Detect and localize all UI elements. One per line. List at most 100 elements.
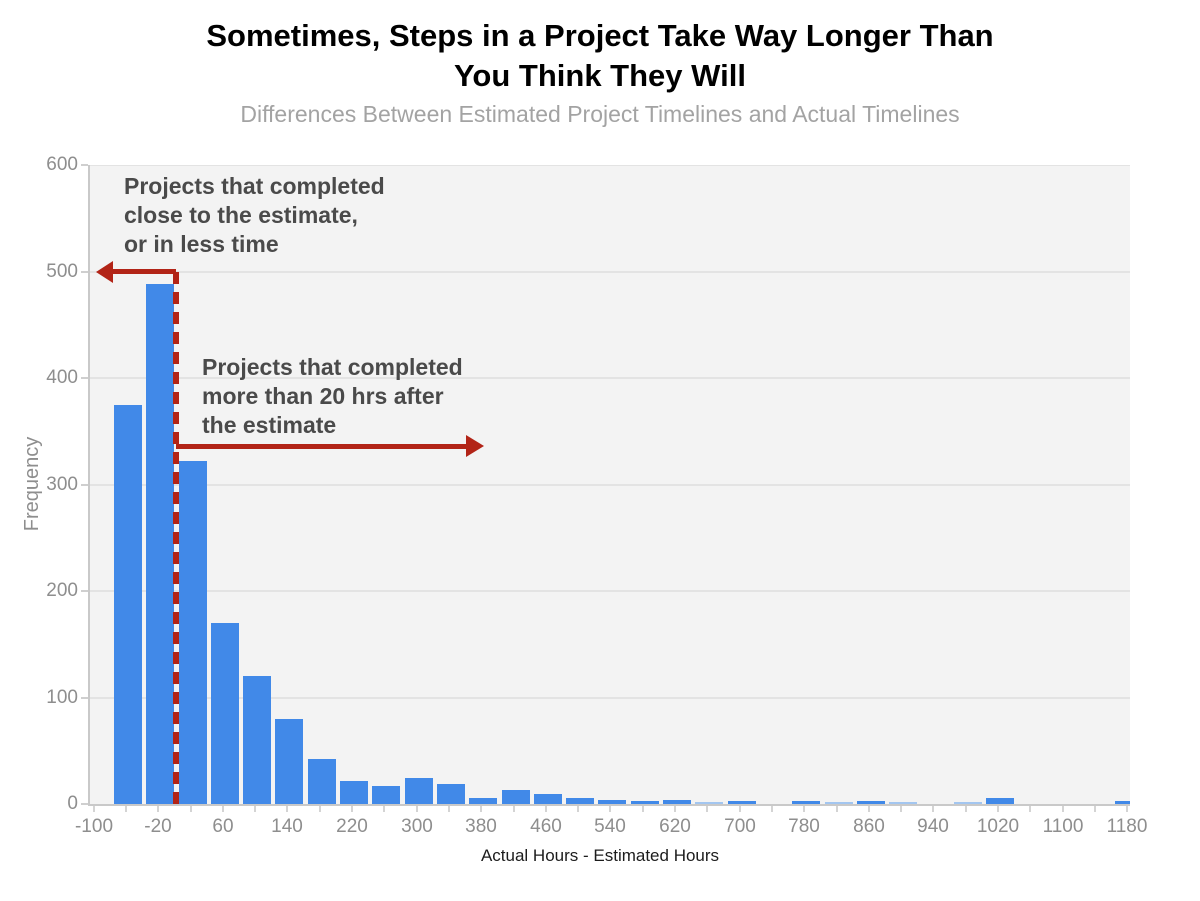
x-tick-mark — [416, 806, 418, 812]
right-arrow-head-icon — [466, 435, 484, 457]
x-tick-mark — [448, 806, 450, 812]
chart-title-line2: You Think They Will — [454, 58, 746, 93]
y-tick-mark — [81, 803, 88, 805]
y-tick-label: 300 — [46, 474, 78, 495]
x-tick-label: 700 — [724, 816, 756, 837]
estimate-threshold-dashed-line — [173, 272, 179, 804]
x-tick-label: 460 — [530, 816, 562, 837]
x-tick-mark — [642, 806, 644, 812]
y-tick-label: 0 — [67, 793, 78, 814]
gridline — [90, 377, 1130, 379]
y-tick-mark — [81, 164, 88, 166]
annotation-close-to-estimate: Projects that completed close to the est… — [124, 172, 385, 259]
histogram-bar — [308, 759, 336, 804]
x-tick-label: 620 — [659, 816, 691, 837]
x-tick-label: 1020 — [976, 816, 1020, 837]
x-tick-mark — [739, 806, 741, 812]
y-tick-mark — [81, 377, 88, 379]
x-tick-mark — [965, 806, 967, 812]
x-tick-mark — [254, 806, 256, 812]
histogram-bar — [534, 794, 562, 804]
histogram-bar — [792, 801, 820, 804]
x-tick-label: 60 — [212, 816, 234, 837]
histogram-bar — [695, 802, 723, 804]
x-tick-mark — [1029, 806, 1031, 812]
plot-area — [88, 165, 1130, 806]
x-tick-label: 940 — [917, 816, 949, 837]
gridline — [90, 165, 1130, 166]
annotation-line: or in less time — [124, 231, 279, 257]
x-tick-mark — [286, 806, 288, 812]
y-tick-mark — [81, 484, 88, 486]
histogram-bar — [340, 781, 368, 804]
histogram-bar — [211, 623, 239, 804]
gridline — [90, 590, 1130, 592]
x-tick-mark — [93, 806, 95, 812]
x-tick-label: 380 — [465, 816, 497, 837]
histogram-bar — [405, 778, 433, 804]
gridline — [90, 270, 1130, 273]
y-tick-label: 500 — [46, 261, 78, 282]
chart-subtitle: Differences Between Estimated Project Ti… — [240, 101, 960, 127]
x-tick-label: 1180 — [1106, 816, 1148, 837]
y-tick-label: 200 — [46, 580, 78, 601]
x-tick-mark — [351, 806, 353, 812]
x-tick-label: 140 — [271, 816, 303, 837]
x-tick-label: -20 — [144, 816, 172, 837]
chart-title: Sometimes, Steps in a Project Take Way L… — [0, 16, 1200, 96]
x-axis-title: Actual Hours - Estimated Hours — [480, 846, 720, 865]
x-tick-mark — [480, 806, 482, 812]
y-tick-mark — [81, 590, 88, 592]
annotation-line: Projects that completed — [124, 173, 385, 199]
x-tick-label: 1100 — [1042, 816, 1084, 837]
histogram-bar — [986, 798, 1014, 804]
x-tick-mark — [319, 806, 321, 812]
annotation-over-estimate: Projects that completed more than 20 hrs… — [202, 353, 463, 440]
histogram-bar — [275, 719, 303, 804]
x-tick-mark — [1062, 806, 1064, 812]
x-tick-mark — [1126, 806, 1128, 812]
y-tick-label: 100 — [46, 687, 78, 708]
histogram-bar — [146, 284, 174, 804]
histogram-bar — [566, 798, 594, 804]
x-tick-label: -100 — [74, 816, 114, 837]
histogram-bar — [469, 798, 497, 804]
x-tick-mark — [706, 806, 708, 812]
x-tick-label: 780 — [788, 816, 820, 837]
x-tick-mark — [997, 806, 999, 812]
x-tick-mark — [545, 806, 547, 812]
y-tick-label: 600 — [46, 154, 78, 175]
histogram-bar — [502, 790, 530, 804]
x-tick-mark — [836, 806, 838, 812]
y-axis-title: Frequency — [21, 436, 43, 532]
histogram-bar — [631, 801, 659, 804]
x-tick-mark — [900, 806, 902, 812]
x-tick-mark — [609, 806, 611, 812]
histogram-bar — [598, 800, 626, 804]
gridline — [90, 696, 1130, 699]
histogram-bar — [857, 801, 885, 804]
histogram-bar — [825, 802, 853, 804]
annotation-line: the estimate — [202, 412, 337, 438]
x-tick-label: 220 — [336, 816, 368, 837]
x-tick-label: 860 — [853, 816, 885, 837]
x-tick-mark — [125, 806, 127, 812]
annotation-line: more than 20 hrs after — [202, 383, 444, 409]
left-arrow-head-icon — [96, 261, 113, 283]
y-tick-label: 400 — [46, 367, 78, 388]
x-tick-mark — [577, 806, 579, 812]
histogram-bar — [728, 801, 756, 804]
y-tick-mark — [81, 271, 88, 273]
histogram-bar — [1115, 801, 1130, 804]
histogram-bar — [179, 461, 207, 804]
histogram-bar — [663, 800, 691, 804]
x-tick-mark — [513, 806, 515, 812]
x-tick-mark — [190, 806, 192, 812]
x-tick-label: 540 — [594, 816, 626, 837]
x-tick-mark — [157, 806, 159, 812]
x-tick-mark — [674, 806, 676, 812]
x-tick-mark — [803, 806, 805, 812]
histogram-bar — [114, 405, 142, 804]
x-tick-mark — [868, 806, 870, 812]
